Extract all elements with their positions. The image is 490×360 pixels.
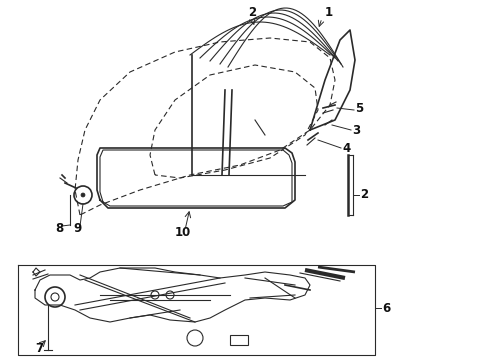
Text: 3: 3 (352, 123, 360, 136)
Text: 8: 8 (55, 221, 63, 234)
Bar (230, 335, 248, 345)
Text: 2: 2 (248, 5, 256, 18)
Text: 2: 2 (360, 189, 368, 202)
Text: 5: 5 (355, 102, 363, 114)
Text: 6: 6 (382, 302, 390, 315)
Text: 1: 1 (325, 5, 333, 18)
Text: 9: 9 (73, 221, 81, 234)
Text: 4: 4 (342, 141, 350, 154)
Circle shape (81, 193, 85, 197)
Text: 10: 10 (175, 225, 191, 238)
Text: 7: 7 (35, 342, 43, 355)
